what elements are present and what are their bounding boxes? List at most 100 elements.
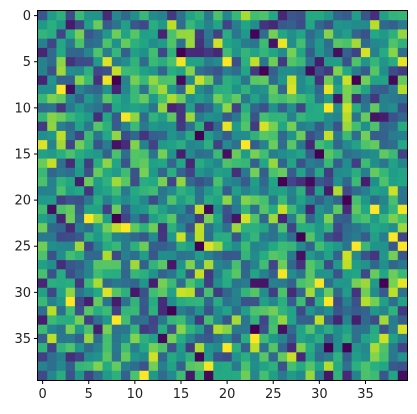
heatmap-cell (250, 250, 260, 261)
heatmap-cell (351, 361, 362, 372)
heatmap-cell (397, 213, 408, 224)
heatmap-cell (231, 324, 242, 335)
heatmap-cell (296, 333, 306, 344)
heatmap-cell (213, 47, 223, 58)
heatmap-cell (139, 343, 150, 353)
y-tick-label: 15 (14, 147, 31, 162)
heatmap-cell (259, 112, 269, 123)
heatmap-cell (314, 29, 325, 40)
heatmap-cell (111, 38, 122, 49)
heatmap-cell (370, 250, 380, 261)
heatmap-cell (74, 195, 85, 206)
heatmap-cell (259, 47, 269, 58)
heatmap-cell (56, 177, 67, 187)
heatmap-cell (121, 57, 131, 67)
heatmap-cell (268, 241, 279, 252)
heatmap-cell (130, 57, 140, 67)
heatmap-cell (305, 269, 316, 279)
heatmap-cell (342, 352, 352, 362)
heatmap-cell (379, 361, 389, 372)
heatmap-cell (370, 84, 380, 95)
heatmap-cell (74, 306, 85, 316)
heatmap-cell (38, 269, 48, 279)
heatmap-cell (74, 333, 85, 344)
heatmap-cell (250, 352, 260, 362)
heatmap-cell (296, 121, 306, 132)
heatmap-cell (360, 370, 371, 381)
heatmap-cell (111, 278, 122, 289)
heatmap-cell (360, 195, 371, 206)
heatmap-cell (102, 260, 113, 270)
heatmap-cell (176, 38, 186, 49)
heatmap-cell (194, 57, 205, 67)
heatmap-cell (38, 333, 48, 344)
heatmap-cell (176, 250, 186, 261)
heatmap-cell (157, 213, 168, 224)
heatmap-cell (204, 94, 214, 104)
heatmap-cell (74, 250, 85, 261)
heatmap-cell (360, 38, 371, 49)
heatmap-cell (342, 315, 352, 325)
heatmap-cell (240, 204, 251, 215)
heatmap-cell (38, 186, 48, 196)
heatmap-cell (139, 204, 150, 215)
heatmap-cell (74, 94, 85, 104)
heatmap-cell (305, 167, 316, 178)
heatmap-cell (305, 306, 316, 316)
heatmap-cell (268, 324, 279, 335)
heatmap-cell (121, 352, 131, 362)
heatmap-cell (102, 130, 113, 141)
heatmap-cell (213, 140, 223, 150)
heatmap-cell (130, 223, 140, 233)
heatmap-cell (111, 204, 122, 215)
heatmap-cell (121, 75, 131, 86)
heatmap-cell (139, 186, 150, 196)
heatmap-cell (185, 112, 196, 123)
heatmap-cell (111, 343, 122, 353)
heatmap-cell (250, 20, 260, 30)
heatmap-cell (351, 370, 362, 381)
heatmap-cell (176, 260, 186, 270)
heatmap-cell (74, 352, 85, 362)
heatmap-cell (213, 250, 223, 261)
heatmap-cell (185, 140, 196, 150)
heatmap-cell (84, 29, 94, 40)
heatmap-cell (397, 149, 408, 159)
heatmap-cell (93, 241, 103, 252)
heatmap-cell (277, 94, 288, 104)
heatmap-cell (277, 75, 288, 86)
heatmap-cell (38, 20, 48, 30)
heatmap-cell (314, 269, 325, 279)
heatmap-cell (305, 186, 316, 196)
heatmap-cell (111, 296, 122, 307)
heatmap-cell (167, 149, 177, 159)
heatmap-cell (342, 287, 352, 298)
heatmap-cell (56, 213, 67, 224)
heatmap-cell (47, 167, 57, 178)
heatmap-cell (268, 287, 279, 298)
heatmap-cell (130, 232, 140, 242)
heatmap-cell (277, 186, 288, 196)
x-tick-label: 5 (85, 387, 93, 402)
heatmap-cell (379, 278, 389, 289)
heatmap-cell (388, 260, 399, 270)
heatmap-cell (287, 324, 297, 335)
heatmap-cell (388, 195, 399, 206)
heatmap-cell (231, 333, 242, 344)
heatmap-cell (314, 186, 325, 196)
heatmap-cell (204, 296, 214, 307)
heatmap-cell (130, 315, 140, 325)
heatmap-cell (111, 260, 122, 270)
heatmap-cell (93, 260, 103, 270)
heatmap-cell (397, 269, 408, 279)
heatmap-cell (370, 241, 380, 252)
heatmap-cell (139, 296, 150, 307)
heatmap-cell (65, 75, 76, 86)
heatmap-cell (56, 38, 67, 49)
heatmap-cell (74, 130, 85, 141)
heatmap-cell (74, 140, 85, 150)
heatmap-cell (148, 213, 159, 224)
heatmap-cell (268, 278, 279, 289)
y-tick-label: 10 (14, 101, 31, 116)
